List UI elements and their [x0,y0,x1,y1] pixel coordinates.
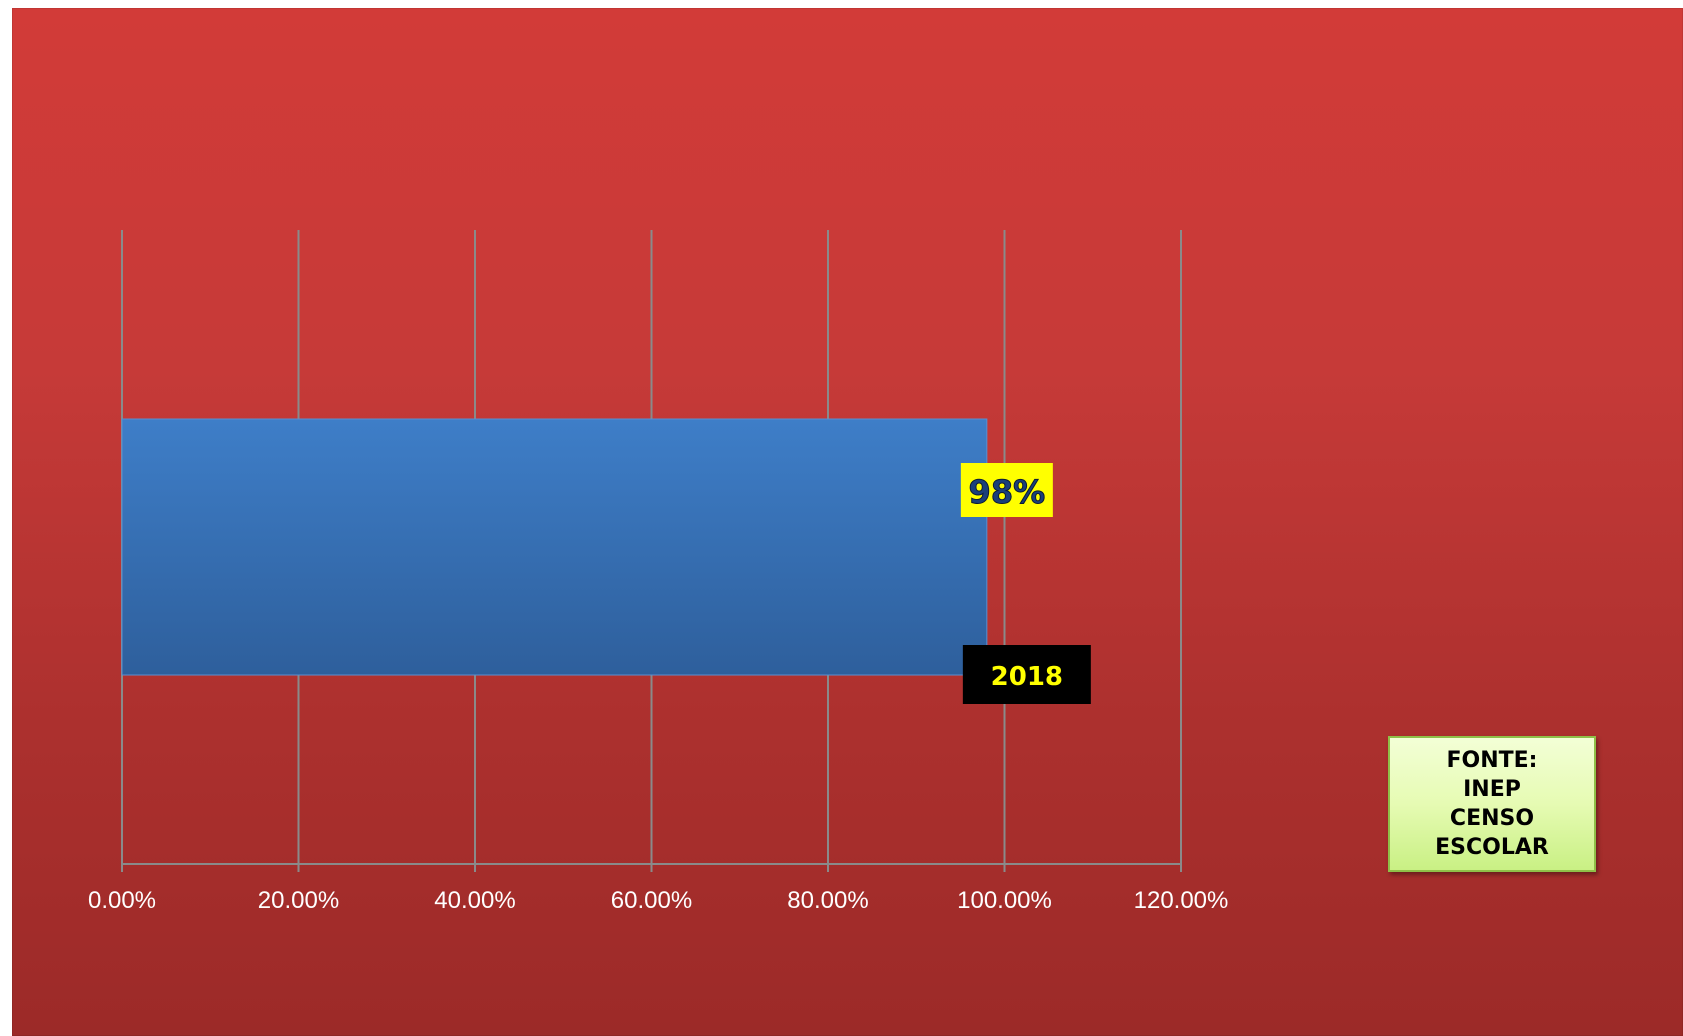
category-label-background [962,645,1091,704]
bar-2018 [121,418,988,676]
source-note-text: FONTE: INEP CENSO ESCOLAR [1435,748,1549,860]
category-label: 2018 [991,662,1063,692]
x-tick-label: 80.00% [787,887,868,914]
x-tick-label: 40.00% [434,887,515,914]
x-tick-label: 120.00% [1134,887,1229,914]
source-note-box: FONTE: INEP CENSO ESCOLAR [1388,736,1596,872]
x-tick-label: 100.00% [957,887,1052,914]
data-label-background [960,463,1053,517]
x-tick-label: 20.00% [258,887,339,914]
data-label: 98% [969,473,1046,511]
x-tick-label: 0.00% [88,887,156,914]
x-tick-label: 60.00% [611,887,692,914]
